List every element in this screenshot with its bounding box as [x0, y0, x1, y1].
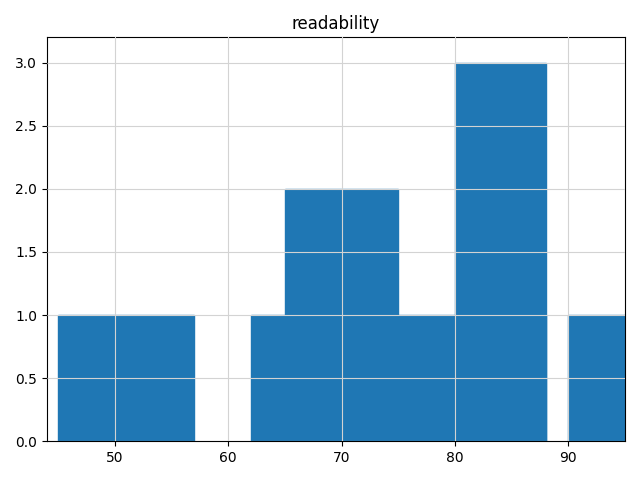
Bar [398, 315, 546, 441]
Bar [58, 315, 194, 441]
Bar [285, 189, 398, 441]
Bar [455, 62, 546, 441]
Title: readability: readability [292, 15, 380, 33]
Bar [568, 315, 625, 441]
Bar [251, 315, 398, 441]
